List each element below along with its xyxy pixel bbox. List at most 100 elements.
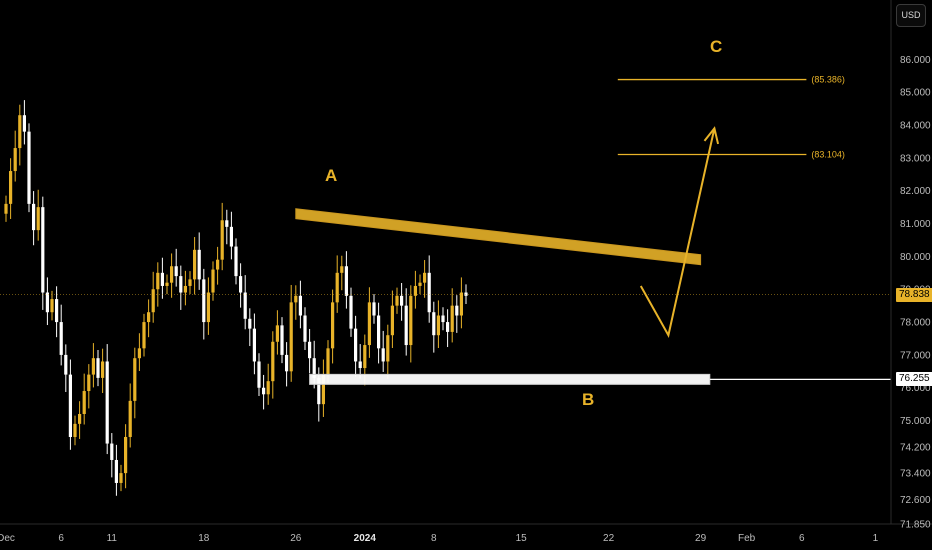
currency-button[interactable]: USD bbox=[896, 4, 926, 27]
candle-body bbox=[216, 259, 220, 270]
candle-body bbox=[147, 312, 151, 323]
candle-body bbox=[390, 305, 394, 336]
candle-body bbox=[418, 282, 422, 286]
candle-body bbox=[266, 381, 270, 395]
candle-body bbox=[372, 302, 376, 316]
candle-body bbox=[243, 292, 247, 319]
candle-body bbox=[183, 285, 187, 293]
candle-body bbox=[114, 459, 118, 483]
candle-body bbox=[326, 348, 330, 375]
candle-body bbox=[308, 341, 312, 359]
candle-body bbox=[225, 220, 229, 227]
candle-body bbox=[96, 358, 100, 378]
candle-body bbox=[68, 374, 72, 437]
candle-body bbox=[464, 292, 468, 296]
candle-body bbox=[248, 318, 252, 329]
candle-body bbox=[73, 423, 77, 437]
time-axis[interactable]: Dec 6 11 18 26 2024 8 15 22 29 Feb 6 1 bbox=[0, 533, 879, 544]
candle-body bbox=[78, 414, 82, 424]
candle-body bbox=[64, 354, 68, 375]
candle-body bbox=[133, 358, 137, 401]
candle-body bbox=[165, 282, 169, 286]
candle-body bbox=[317, 377, 321, 405]
candle-body bbox=[459, 292, 463, 316]
candle-body bbox=[82, 391, 86, 415]
candle-body bbox=[354, 328, 358, 362]
price-axis[interactable]: 86.000 85.000 84.000 83.000 82.000 81.000 80.0… bbox=[900, 55, 931, 531]
arrow-head-icon bbox=[703, 126, 720, 145]
candle-body bbox=[298, 295, 302, 316]
candle-body bbox=[124, 436, 128, 474]
candle-body bbox=[101, 361, 105, 378]
candle-body bbox=[50, 299, 54, 313]
price-tick-label: 85.000 bbox=[900, 88, 931, 99]
support-zone[interactable] bbox=[309, 373, 891, 385]
price-tick-label: 83.000 bbox=[900, 153, 931, 164]
price-tick-label: 81.000 bbox=[900, 219, 931, 230]
candle-body bbox=[446, 322, 450, 332]
support-rectangle[interactable] bbox=[309, 373, 711, 385]
price-tick-label: 86.000 bbox=[900, 55, 931, 66]
price-tick-label: 76.000 bbox=[900, 383, 931, 394]
resistance-trendline[interactable] bbox=[295, 208, 702, 266]
candle-body bbox=[193, 249, 197, 280]
candle-body bbox=[280, 325, 284, 355]
candle-body bbox=[275, 325, 279, 342]
time-tick-label: 26 bbox=[290, 533, 302, 544]
time-tick-label: Feb bbox=[738, 533, 756, 544]
candle-body bbox=[262, 387, 266, 395]
candle-body bbox=[400, 295, 404, 306]
candle-body bbox=[427, 272, 431, 313]
candle-body bbox=[13, 148, 17, 172]
time-tick-label: 6 bbox=[58, 533, 64, 544]
candle-body bbox=[220, 220, 224, 260]
candle-body bbox=[450, 305, 454, 332]
candle-body bbox=[395, 295, 399, 306]
candle-body bbox=[294, 295, 298, 303]
candle-body bbox=[436, 315, 440, 336]
candle-body bbox=[27, 131, 31, 204]
candle-body bbox=[432, 312, 436, 336]
price-tick-label: 71.850 bbox=[900, 520, 931, 531]
candle-body bbox=[404, 305, 408, 346]
candle-body bbox=[413, 285, 417, 296]
candle-body bbox=[358, 361, 362, 369]
price-tick-label: 75.000 bbox=[900, 416, 931, 427]
projection-arrow-path[interactable] bbox=[639, 128, 716, 338]
last-price-badge: 78.838 bbox=[896, 287, 932, 302]
candle-body bbox=[91, 358, 95, 375]
candle-body bbox=[239, 276, 243, 293]
candle-body bbox=[423, 272, 427, 283]
candle-body bbox=[303, 315, 307, 342]
candle-body bbox=[4, 203, 8, 214]
candle-body bbox=[105, 361, 109, 444]
candle-body bbox=[285, 354, 289, 372]
candle-body bbox=[128, 400, 132, 437]
price-tick-label: 73.400 bbox=[900, 469, 931, 480]
candle-body bbox=[45, 292, 49, 313]
wave-label-a: A bbox=[325, 166, 337, 185]
price-tick-label: 74.200 bbox=[900, 442, 931, 453]
time-tick-label: 11 bbox=[107, 533, 118, 544]
candle-body bbox=[59, 322, 63, 355]
candle-body bbox=[335, 272, 339, 303]
time-tick-label: 1 bbox=[873, 533, 879, 544]
candle-body bbox=[441, 315, 445, 323]
time-tick-label: 15 bbox=[516, 533, 528, 544]
time-tick-label: 2024 bbox=[354, 533, 377, 544]
candle-body bbox=[156, 272, 160, 290]
candle-body bbox=[257, 361, 261, 388]
candle-body bbox=[234, 246, 238, 277]
candle-body bbox=[289, 302, 293, 372]
price-tick-label: 77.000 bbox=[900, 350, 931, 361]
candle-body bbox=[229, 226, 233, 247]
time-tick-label: 29 bbox=[695, 533, 707, 544]
candle-body bbox=[381, 348, 385, 362]
candle-body bbox=[22, 115, 26, 132]
target-label-upper: (85.386) bbox=[811, 75, 845, 85]
candle-body bbox=[367, 302, 371, 346]
candle-body bbox=[87, 374, 91, 392]
candle-body bbox=[170, 266, 174, 283]
candle-body bbox=[271, 341, 275, 382]
